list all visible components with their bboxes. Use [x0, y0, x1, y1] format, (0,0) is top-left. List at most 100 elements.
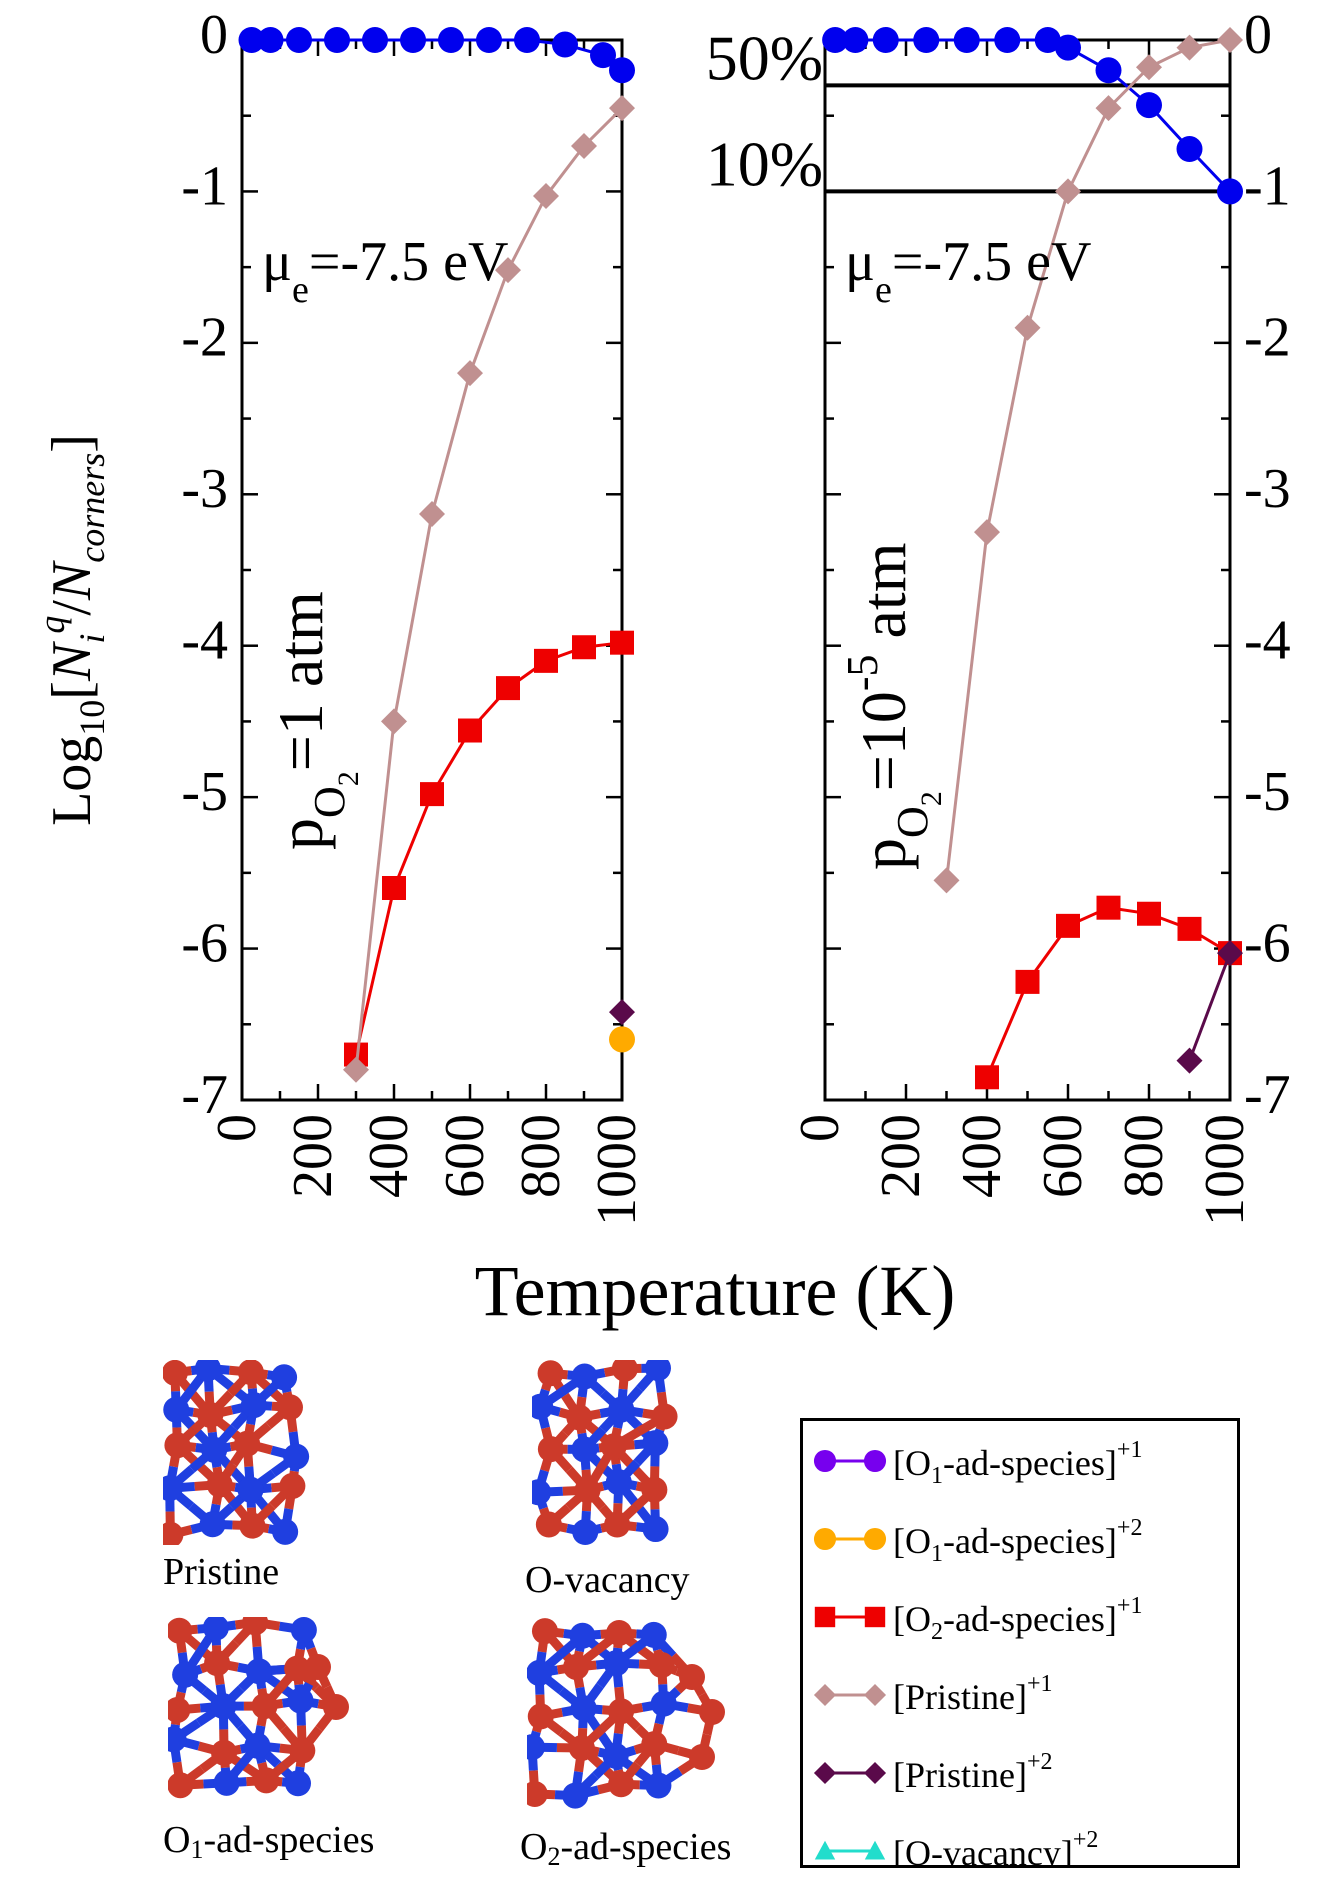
atom	[246, 1658, 273, 1685]
atom	[206, 1471, 233, 1498]
y-tick-label: -2	[181, 307, 228, 369]
atom	[210, 1693, 237, 1720]
legend-entry: [O1-ad-species]+2	[813, 1515, 1142, 1567]
data-point	[381, 708, 407, 735]
atom	[651, 1403, 678, 1430]
mu-annotation: μe=-7.5 eV	[845, 231, 1091, 311]
atom	[689, 1744, 715, 1770]
atom	[699, 1699, 725, 1725]
series-[Pristine]+1	[933, 27, 1243, 894]
atom	[287, 1687, 314, 1714]
atom	[611, 1355, 638, 1382]
atom	[574, 1477, 601, 1504]
data-point	[571, 133, 597, 159]
atom	[202, 1614, 229, 1641]
atom	[608, 1771, 635, 1798]
data-point	[1176, 34, 1203, 61]
x-tick-label: 0	[206, 1114, 268, 1142]
data-point	[994, 27, 1021, 53]
data-point	[1055, 34, 1081, 61]
atom	[606, 1619, 633, 1646]
atom	[679, 1664, 705, 1690]
reference-line-label: 50%	[706, 22, 823, 93]
atom	[253, 1767, 280, 1794]
x-tick-label: 1000	[1194, 1114, 1256, 1226]
y-tick-label: -1	[181, 155, 228, 217]
series-[O1-ad-species]+2	[609, 1026, 635, 1053]
atom	[283, 1443, 310, 1470]
legend-marker	[863, 1683, 887, 1707]
legend-marker	[863, 1761, 887, 1785]
data-point	[458, 718, 482, 743]
data-point	[1095, 57, 1122, 84]
atom	[237, 1359, 264, 1386]
x-tick-label: 600	[434, 1114, 496, 1198]
structure-o1-ad-species-image	[160, 1609, 353, 1807]
data-point	[1096, 895, 1121, 920]
data-point	[609, 95, 635, 122]
legend-label: [Pristine]+2	[893, 1749, 1053, 1795]
atom	[568, 1734, 595, 1761]
atom	[323, 1694, 349, 1720]
legend-entry: [O2-ad-species]+1	[814, 1593, 1142, 1645]
atom	[271, 1364, 298, 1391]
atom	[213, 1769, 240, 1796]
data-point	[552, 31, 578, 58]
series-[Pristine]+2	[609, 999, 635, 1026]
data-point	[974, 519, 1000, 546]
plot-frame	[240, 38, 624, 1102]
series-line	[354, 107, 624, 1070]
y-tick-label: -5	[1244, 761, 1291, 823]
caption-o2-ad-species: O2-ad-species	[520, 1826, 732, 1871]
data-point	[1176, 136, 1203, 163]
atom	[525, 1479, 552, 1506]
atom	[531, 1618, 558, 1645]
data-point	[933, 867, 960, 894]
x-tick-label: 1000	[586, 1114, 648, 1226]
y-tick-label: 0	[200, 4, 228, 66]
atom	[571, 1436, 598, 1463]
series-[O1-ad-species]+1	[238, 27, 635, 84]
legend-marker	[813, 1761, 837, 1785]
atom	[603, 1650, 630, 1677]
series-line	[835, 38, 1232, 193]
legend-entry: [Pristine]+1	[813, 1671, 1053, 1717]
atom	[642, 1430, 669, 1457]
y-tick-label: -5	[181, 761, 228, 823]
atom	[164, 1432, 191, 1459]
data-point	[438, 27, 464, 53]
caption-o1-ad-species: O1-ad-species	[163, 1819, 375, 1864]
atom	[519, 1734, 546, 1761]
atom	[641, 1731, 668, 1758]
series-line	[1188, 952, 1232, 1062]
atom	[199, 1511, 226, 1538]
y-tick-label: -1	[1244, 155, 1291, 217]
atom	[535, 1511, 562, 1538]
legend-marker	[863, 1449, 887, 1473]
atom	[645, 1772, 672, 1799]
data-point	[476, 27, 502, 53]
atom	[211, 1739, 238, 1766]
data-point	[609, 999, 635, 1026]
atom	[537, 1436, 564, 1463]
atom	[272, 1518, 299, 1545]
data-point	[1136, 92, 1162, 119]
atom	[600, 1433, 627, 1460]
atom	[160, 1726, 187, 1753]
atom	[642, 1516, 669, 1543]
data-point	[1217, 940, 1243, 967]
x-tick-label: 800	[510, 1114, 572, 1198]
atom	[537, 1360, 564, 1387]
legend-marker	[864, 1840, 886, 1860]
series-[O1-ad-species]+1	[822, 27, 1243, 205]
data-point	[324, 27, 350, 53]
atom	[163, 1396, 190, 1423]
atom	[602, 1742, 629, 1769]
data-point	[872, 27, 899, 53]
atom	[644, 1355, 671, 1382]
structure-o-vacancy-image	[525, 1355, 682, 1555]
data-point	[400, 27, 426, 53]
pressure-annotation: pO2=1 atm	[265, 591, 365, 850]
y-tick-label: -3	[1244, 458, 1291, 520]
